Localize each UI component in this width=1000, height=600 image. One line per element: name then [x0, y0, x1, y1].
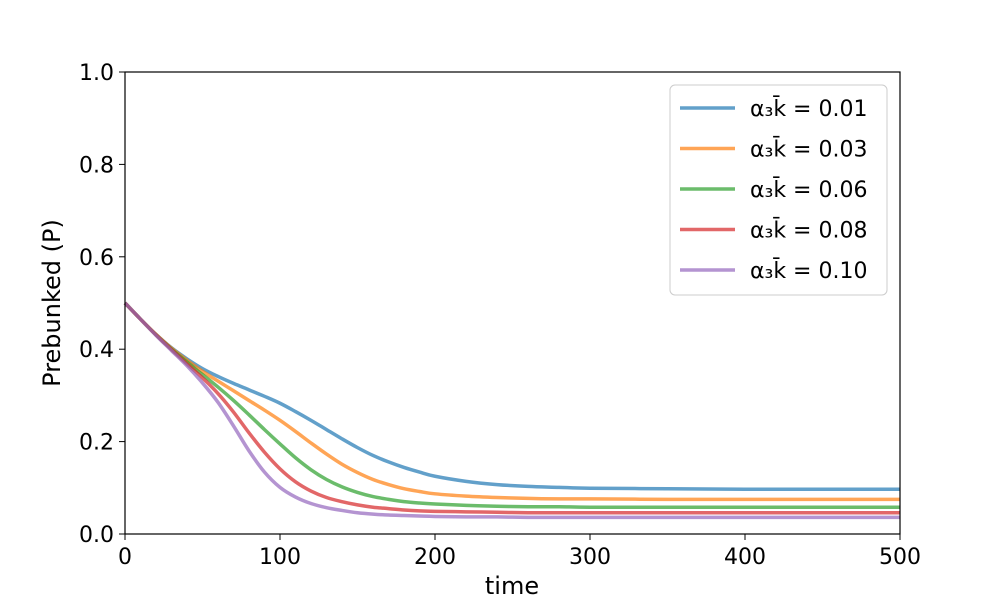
- x-axis: 0 100 200 300 400 500: [118, 534, 921, 570]
- y-tick-label: 0.4: [79, 338, 114, 363]
- legend-label-1: α₃k̄ = 0.01: [750, 96, 867, 122]
- series-line-1: [123, 301, 900, 491]
- x-tick-label: 400: [724, 545, 766, 570]
- legend-label-5: α₃k̄ = 0.10: [750, 258, 867, 284]
- x-tick-label: 100: [259, 545, 301, 570]
- legend-label-4: α₃k̄ = 0.08: [750, 217, 867, 243]
- y-tick-label: 0.0: [79, 523, 114, 548]
- series-line-5: [123, 301, 900, 520]
- legend-label-2: α₃k̄ = 0.03: [750, 136, 867, 162]
- series-line-3: [123, 301, 900, 509]
- y-tick-label: 0.2: [79, 431, 114, 456]
- y-tick-label: 1.0: [79, 61, 114, 86]
- y-tick-label: 0.8: [79, 153, 114, 178]
- legend-label-3: α₃k̄ = 0.06: [750, 177, 867, 203]
- x-tick-label: 0: [118, 545, 132, 570]
- series-line-4: [123, 301, 900, 515]
- x-tick-label: 500: [879, 545, 921, 570]
- y-axis: 0.0 0.2 0.4 0.6 0.8 1.0: [79, 61, 125, 548]
- legend-box: [669, 84, 888, 296]
- x-axis-title: time: [485, 572, 539, 600]
- y-axis-title: Prebunked (P): [38, 219, 66, 387]
- plot-frame: [124, 71, 901, 535]
- series-layer: [123, 301, 900, 520]
- series-line-2: [123, 301, 900, 502]
- legend: α₃k̄ = 0.01 α₃k̄ = 0.03 α₃k̄ = 0.06 α₃k̄ = …: [669, 84, 888, 296]
- y-tick-label: 0.6: [79, 246, 114, 271]
- x-tick-label: 300: [569, 545, 611, 570]
- x-tick-label: 200: [414, 545, 456, 570]
